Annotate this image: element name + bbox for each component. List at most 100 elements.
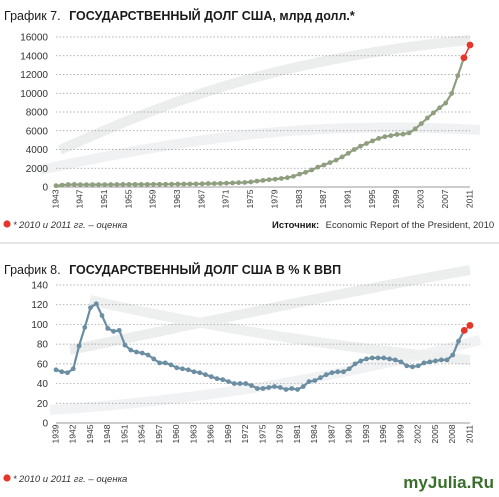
x-tick-label: 1951 — [119, 424, 129, 443]
chart-2: График 8. ГОСУДАРСТВЕННЫЙ ДОЛГ США В % К… — [3, 261, 494, 492]
chart-1-note-marker: * — [13, 220, 17, 231]
data-point — [169, 181, 175, 187]
chart-1-footnote: * 2010 и 2011 гг. – оценка Источник: Eco… — [3, 215, 494, 232]
data-point — [220, 377, 226, 383]
data-point — [333, 157, 339, 163]
background-swirls — [38, 35, 482, 415]
x-tick-label: 1971 — [221, 189, 231, 208]
x-tick-label: 1983 — [294, 189, 304, 208]
data-point — [84, 182, 89, 188]
chart-1-source: Источник: Economic Report of the Preside… — [272, 215, 494, 232]
x-tick-label: 2005 — [430, 424, 440, 443]
x-tick-label: 1960 — [171, 424, 181, 443]
data-point — [59, 182, 65, 188]
data-point — [277, 385, 283, 390]
chart-1-title-text: ГОСУДАРСТВЕННЫЙ ДОЛГ США, млрд долл.* — [69, 8, 355, 23]
data-point — [418, 121, 424, 127]
y-tick-label: 6000 — [26, 126, 49, 137]
data-point — [394, 132, 400, 137]
data-point — [111, 328, 116, 334]
x-tick-label: 1963 — [172, 189, 182, 208]
x-tick-label: 1978 — [275, 424, 285, 443]
data-point — [217, 181, 223, 186]
y-tick-label: 100 — [31, 320, 48, 331]
data-point — [272, 384, 277, 389]
x-tick-label: 1999 — [391, 189, 401, 208]
chart-2-footnote: * 2010 и 2011 гг. – оценка — [3, 474, 127, 485]
data-point — [226, 379, 231, 384]
data-point — [329, 370, 335, 376]
data-point — [346, 366, 352, 372]
data-point — [266, 177, 272, 183]
data-point — [406, 130, 412, 136]
estimate-point — [466, 41, 474, 49]
data-point — [295, 387, 300, 392]
data-point — [187, 181, 193, 187]
x-tick-label: 2008 — [447, 424, 457, 443]
data-point — [205, 181, 211, 186]
data-point — [303, 169, 309, 175]
data-point — [351, 147, 357, 152]
data-point — [309, 167, 315, 173]
data-point — [122, 342, 128, 348]
chart-2-plot — [53, 301, 474, 392]
data-point — [185, 367, 191, 373]
data-point — [248, 179, 254, 185]
chart-1-plot — [53, 41, 474, 189]
data-point — [318, 375, 323, 381]
data-point — [237, 381, 243, 386]
data-point — [157, 360, 162, 366]
x-tick-label: 1969 — [223, 424, 233, 443]
data-point — [82, 324, 88, 330]
data-point — [139, 350, 145, 356]
chart-2-title-prefix: График 8. — [4, 263, 61, 277]
data-point — [289, 386, 295, 391]
data-point — [163, 181, 168, 187]
x-tick-label: 1957 — [154, 424, 164, 443]
chart-2-note: 2010 и 2011 гг. – оценка — [18, 474, 127, 485]
x-tick-label: 1966 — [206, 424, 216, 443]
y-tick-label: 4000 — [26, 145, 49, 156]
data-point — [243, 381, 249, 386]
data-point — [145, 352, 151, 358]
data-point — [412, 126, 418, 132]
y-tick-label: 60 — [37, 359, 49, 370]
data-point — [214, 376, 220, 382]
data-point — [114, 182, 120, 187]
x-tick-label: 1995 — [367, 189, 377, 208]
data-point — [224, 180, 229, 186]
data-point — [76, 343, 82, 349]
x-tick-label: 1975 — [257, 424, 267, 443]
data-point — [249, 383, 254, 388]
x-tick-label: 1999 — [395, 424, 405, 443]
data-point — [157, 181, 162, 187]
data-point — [134, 349, 139, 355]
data-point — [364, 356, 369, 362]
data-point — [197, 370, 203, 376]
data-point — [120, 182, 126, 187]
data-point — [231, 381, 237, 386]
chart-1: График 7. ГОСУДАРСТВЕННЫЙ ДОЛГ США, млрд… — [3, 8, 494, 232]
data-point — [126, 182, 132, 187]
x-tick-label: 1967 — [196, 189, 206, 208]
data-point — [53, 183, 59, 189]
y-tick-label: 10000 — [20, 89, 48, 100]
data-point — [53, 367, 59, 373]
y-tick-label: 120 — [31, 300, 48, 311]
data-point — [297, 171, 302, 177]
x-tick-label: 1987 — [318, 189, 328, 208]
y-tick-label: 0 — [42, 183, 48, 194]
chart-2-title-text: ГОСУДАРСТВЕННЫЙ ДОЛГ США В % К ВВП — [69, 262, 341, 277]
data-point — [132, 182, 138, 187]
data-point — [284, 175, 290, 181]
data-point — [96, 182, 102, 187]
data-point — [327, 160, 333, 166]
x-tick-label: 1947 — [75, 189, 85, 208]
chart-2-title: График 8. ГОСУДАРСТВЕННЫЙ ДОЛГ США В % К… — [4, 261, 341, 278]
x-tick-label: 1984 — [309, 424, 319, 443]
y-tick-label: 2000 — [26, 164, 49, 175]
data-point — [236, 180, 242, 186]
data-point — [254, 178, 260, 184]
data-point — [450, 352, 456, 358]
data-point — [424, 115, 430, 121]
